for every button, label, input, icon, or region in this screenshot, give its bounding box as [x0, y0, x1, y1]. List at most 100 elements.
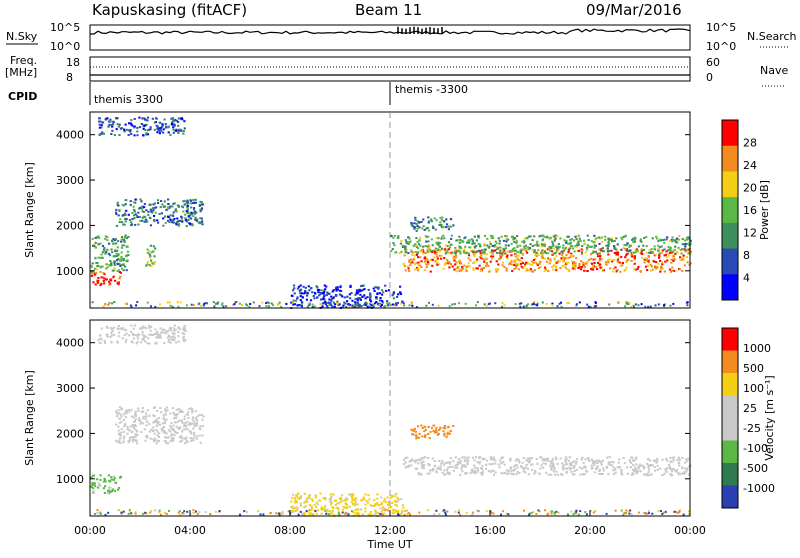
data-cell — [511, 235, 514, 238]
data-cell — [120, 238, 123, 241]
data-cell — [417, 256, 420, 259]
data-cell — [186, 203, 189, 206]
data-cell — [668, 268, 672, 271]
data-cell — [183, 425, 186, 428]
data-cell — [531, 245, 534, 247]
data-cell — [116, 123, 119, 126]
data-cell — [475, 267, 478, 270]
data-cell — [161, 203, 164, 206]
data-cell — [620, 255, 623, 258]
data-cell — [494, 302, 497, 305]
colorbar-tick-label: -500 — [743, 462, 768, 475]
data-cell — [130, 123, 133, 126]
y-tick-label: 4000 — [56, 129, 84, 142]
data-cell — [439, 221, 442, 224]
data-cell — [480, 268, 483, 271]
data-cell — [461, 465, 464, 468]
data-cell — [615, 253, 618, 256]
data-cell — [108, 123, 111, 126]
data-cell — [497, 246, 500, 249]
data-cell — [400, 512, 403, 515]
data-cell — [116, 246, 119, 249]
data-cell — [485, 253, 488, 256]
data-cell — [473, 235, 476, 238]
data-cell — [182, 512, 185, 515]
data-cell — [304, 291, 307, 294]
data-cell — [443, 249, 446, 252]
data-cell — [418, 511, 421, 514]
data-cell — [451, 465, 454, 468]
data-cell — [148, 256, 151, 259]
data-cell — [569, 241, 573, 244]
data-cell — [308, 303, 311, 306]
data-cell — [424, 245, 427, 247]
data-cell — [396, 500, 399, 503]
data-cell — [404, 269, 407, 272]
data-cell — [103, 250, 107, 253]
data-cell — [359, 298, 362, 301]
data-cell — [91, 262, 94, 265]
data-cell — [404, 466, 407, 469]
data-cell — [369, 297, 372, 300]
data-cell — [529, 268, 532, 270]
data-cell — [309, 299, 313, 302]
data-cell — [134, 512, 137, 515]
data-cell — [192, 198, 195, 201]
freq-strip: Freq. [MHz] 18 8 60 0 Nave — [5, 54, 788, 87]
data-cell — [688, 473, 691, 476]
data-cell — [154, 328, 157, 331]
data-cell — [384, 509, 387, 512]
data-cell — [149, 244, 152, 247]
data-cell — [530, 511, 533, 514]
data-cell — [480, 257, 483, 260]
data-cell — [92, 474, 96, 477]
data-cell — [125, 237, 128, 240]
data-cell — [458, 270, 461, 272]
data-cell — [156, 127, 159, 130]
data-cell — [120, 428, 123, 431]
data-cell — [164, 410, 167, 413]
data-cell — [122, 214, 125, 217]
data-cell — [595, 237, 598, 240]
data-cell — [411, 254, 414, 256]
data-cell — [363, 294, 366, 297]
data-cell — [425, 227, 428, 230]
data-cell — [616, 251, 620, 254]
data-cell — [464, 268, 467, 271]
data-cell — [576, 235, 579, 238]
data-cell — [660, 265, 663, 268]
y-tick-label: 3000 — [56, 174, 84, 187]
data-cell — [96, 486, 100, 489]
data-cell — [181, 437, 184, 440]
data-cell — [479, 245, 482, 248]
beam-title: Beam 11 — [355, 1, 422, 19]
data-cell — [549, 237, 552, 240]
data-cell — [374, 503, 377, 506]
data-cell — [146, 133, 150, 136]
data-cell — [376, 512, 379, 514]
data-cell — [427, 463, 430, 465]
data-cell — [175, 408, 178, 411]
data-cell — [141, 407, 144, 409]
data-cell — [186, 428, 189, 431]
data-cell — [415, 230, 418, 232]
data-cell — [593, 241, 596, 244]
data-cell — [534, 470, 537, 472]
data-cell — [214, 302, 217, 305]
data-cell — [437, 237, 440, 240]
data-cell — [476, 461, 479, 464]
data-cell — [128, 129, 131, 132]
data-cell — [689, 242, 692, 245]
data-cell — [421, 427, 424, 429]
data-cell — [607, 244, 610, 247]
data-cell — [674, 245, 677, 248]
data-cell — [495, 260, 498, 263]
data-cell — [111, 120, 114, 123]
data-cell — [491, 462, 494, 465]
data-cell — [116, 259, 119, 262]
data-cell — [551, 250, 554, 253]
data-cell — [632, 251, 635, 254]
data-cell — [119, 432, 122, 435]
data-cell — [639, 270, 642, 273]
data-cell — [422, 245, 425, 248]
